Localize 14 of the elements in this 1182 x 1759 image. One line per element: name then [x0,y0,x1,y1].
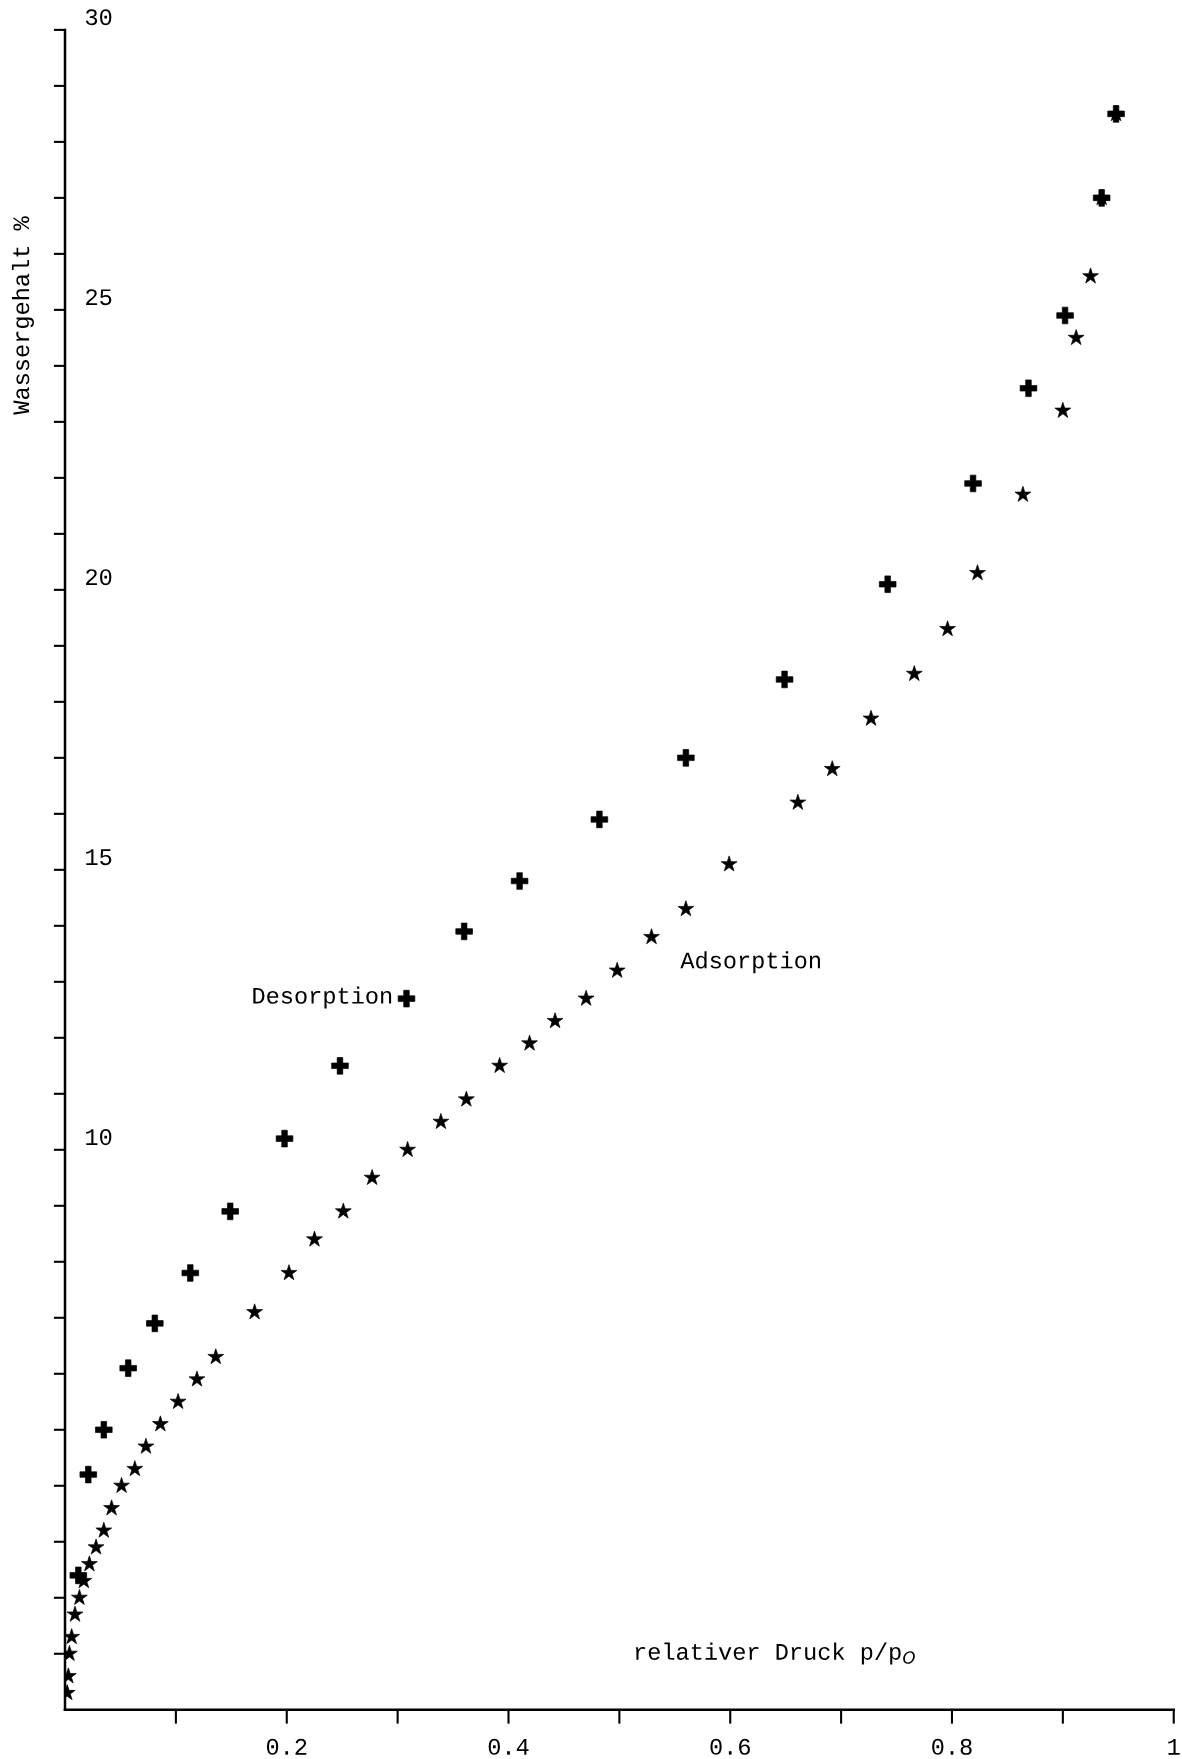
y-tick-label: 15 [86,849,112,866]
x-tick-label: 0.2 [266,1738,307,1755]
series-label: Desorption [253,986,392,1009]
series-label: Adsorption [680,951,820,974]
y-tick-label: 30 [85,9,112,26]
y-tick-label: 10 [86,1129,112,1146]
x-tick-label: 0.6 [710,1738,750,1755]
x-tick-label: 1 [1168,1739,1180,1755]
x-tick-label: 0.8 [932,1738,972,1755]
y-tick-label: 20 [86,569,112,586]
y-axis-title: Wassergehalt % [11,216,34,415]
x-axis-title: relativer Druck p/p$_{O}$ [635,1642,915,1665]
y-tick-label: 25 [86,289,112,306]
x-tick-label: 0.4 [488,1738,529,1755]
